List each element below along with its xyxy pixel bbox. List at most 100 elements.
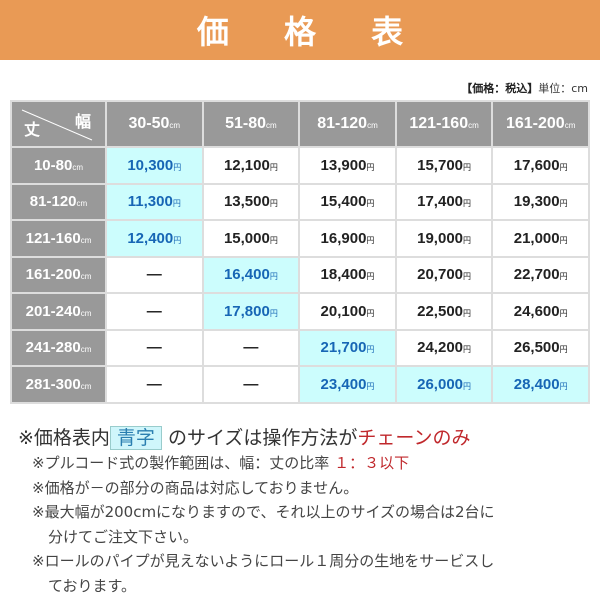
price-cell: 13,900円 xyxy=(298,146,397,185)
price-value: 23,400 xyxy=(320,375,367,393)
unit-cm: cm xyxy=(367,121,378,130)
unit-yen: 円 xyxy=(559,199,568,209)
note-main: ※価格表内 青字 のサイズは操作方法がチェーンのみ xyxy=(18,425,495,451)
unit-yen: 円 xyxy=(463,345,472,355)
price-table: 幅 丈 30-50cm 51-80cm 81-120cm 121-160cm 161-2… xyxy=(10,100,590,404)
price-value: 11,300 xyxy=(127,193,173,211)
unit-yen: 円 xyxy=(366,272,375,282)
unavailable-dash: — xyxy=(243,375,259,393)
price-cell: 17,800円 xyxy=(201,292,301,331)
column-label: 51-80 xyxy=(225,115,267,132)
unit-yen: 円 xyxy=(463,381,472,391)
unit-cm: cm xyxy=(80,381,92,391)
price-cell: 20,100円 xyxy=(298,292,397,331)
price-value: 28,400 xyxy=(513,375,560,393)
price-cell: 15,700円 xyxy=(394,146,494,185)
price-value: 20,700 xyxy=(417,266,464,284)
unavailable-dash: — xyxy=(146,339,162,357)
unit-cm: cm xyxy=(76,199,88,209)
price-value: 26,000 xyxy=(417,375,464,393)
table-row: 10-80cm 10,300円 12,100円 13,900円 15,700円 17,60… xyxy=(10,146,590,185)
column-label: 161-200 xyxy=(505,115,565,132)
price-cell: 11,300円 xyxy=(105,182,204,221)
unit-yen: 円 xyxy=(173,162,182,172)
unit-yen: 円 xyxy=(366,308,375,318)
unit-cm: cm xyxy=(80,272,92,282)
price-cell: 24,600円 xyxy=(491,292,590,331)
price-value: 12,400 xyxy=(127,229,174,247)
unit-yen: 円 xyxy=(172,199,181,209)
row-header: 281-300cm xyxy=(10,365,107,404)
column-label: 121-160 xyxy=(409,115,469,132)
unit-yen: 円 xyxy=(463,272,472,282)
price-cell: — xyxy=(105,292,204,331)
unit-cm: cm xyxy=(80,235,92,245)
column-header: 51-80cm xyxy=(201,100,301,148)
column-header: 81-120cm xyxy=(298,100,397,148)
price-cell: 12,100円 xyxy=(201,146,301,185)
price-value: 13,500 xyxy=(223,193,270,211)
unit-yen: 円 xyxy=(463,162,472,172)
price-value: 15,400 xyxy=(320,193,367,211)
price-value: 22,700 xyxy=(513,266,560,284)
corner-header: 幅 丈 xyxy=(10,100,107,148)
unit-yen: 円 xyxy=(366,345,375,355)
price-cell: — xyxy=(201,328,301,367)
price-value: 17,400 xyxy=(417,193,464,211)
unit-yen: 円 xyxy=(366,162,375,172)
unit-yen: 円 xyxy=(559,272,568,282)
price-cell: 24,200円 xyxy=(394,328,494,367)
row-header: 241-280cm xyxy=(10,328,107,367)
unit-yen: 円 xyxy=(559,162,568,172)
price-cell: 18,400円 xyxy=(298,255,397,294)
note-1: ※プルコード式の製作範囲は、幅：丈の比率 １：３以下 xyxy=(32,451,495,476)
price-value: 10,300 xyxy=(127,156,174,174)
price-cell: 22,500円 xyxy=(394,292,494,331)
price-value: 24,600 xyxy=(513,302,560,320)
unavailable-dash: — xyxy=(146,375,162,393)
price-value: 18,400 xyxy=(320,266,367,284)
unit-cm: cm xyxy=(169,121,181,130)
price-value: 15,700 xyxy=(417,156,464,174)
diagonal-line xyxy=(21,109,93,141)
unit-yen: 円 xyxy=(269,199,278,209)
column-header: 30-50cm xyxy=(105,100,204,148)
row-header: 121-160cm xyxy=(10,219,107,258)
price-cell: 21,700円 xyxy=(298,328,397,367)
unit-cm: cm xyxy=(80,345,92,355)
table-row: 161-200cm —16,400円 18,400円 20,700円 22,700円 xyxy=(10,255,590,294)
unit-yen: 円 xyxy=(173,235,182,245)
table-row: 121-160cm 12,400円 15,000円 16,900円 19,000円 21,… xyxy=(10,219,590,258)
width-label: 幅 xyxy=(74,114,91,131)
table-row: 201-240cm —17,800円 20,100円 22,500円 24,600円 xyxy=(10,292,590,331)
unit-yen: 円 xyxy=(269,272,278,282)
price-cell: 17,400円 xyxy=(394,182,494,221)
unit-yen: 円 xyxy=(559,235,568,245)
unit-cm: cm xyxy=(80,308,92,318)
column-header: 161-200cm xyxy=(491,100,590,148)
price-value: 12,100 xyxy=(223,156,270,174)
price-value: 16,400 xyxy=(223,266,270,284)
unit-yen: 円 xyxy=(559,381,568,391)
note-text: のサイズは操作方法が xyxy=(167,427,358,449)
row-label: 281-300 xyxy=(25,375,81,393)
unit-cm: cm xyxy=(72,162,84,172)
price-cell: 16,900円 xyxy=(298,219,397,258)
price-cell: 26,500円 xyxy=(491,328,590,367)
unit-yen: 円 xyxy=(463,308,472,318)
unit-label: 単位：cm xyxy=(538,82,588,95)
unit-yen: 円 xyxy=(366,199,375,209)
column-header: 121-160cm xyxy=(394,100,494,148)
price-value: 17,600 xyxy=(513,156,560,174)
unit-cm: cm xyxy=(266,121,277,130)
price-value: 13,900 xyxy=(320,156,367,174)
unit-yen: 円 xyxy=(463,199,472,209)
price-cell: 19,000円 xyxy=(394,219,494,258)
price-cell: 19,300円 xyxy=(491,182,590,221)
note-2: ※価格が－の部分の商品は対応しておりません。 xyxy=(32,478,359,497)
title-banner: 価 格 表 xyxy=(0,0,600,60)
price-cell: 21,000円 xyxy=(491,219,590,258)
price-cell: — xyxy=(105,255,204,294)
price-cell: 17,600円 xyxy=(491,146,590,185)
price-cell: — xyxy=(105,328,204,367)
